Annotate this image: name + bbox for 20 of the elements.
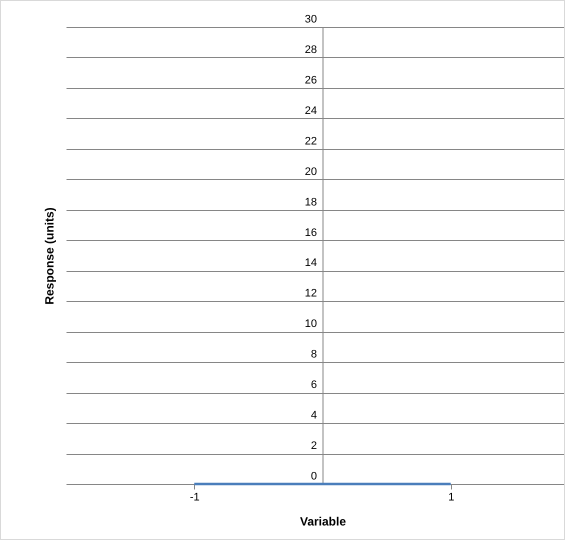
y-tick-label: 26 [304,74,317,86]
x-axis-title: Variable [300,514,346,528]
y-tick-label: 30 [304,14,317,26]
y-tick-label: 4 [310,410,317,422]
y-tick-label: 12 [304,288,317,300]
y-tick-label: 20 [304,166,317,178]
y-tick-label: 14 [304,257,317,270]
x-tick-label: 1 [448,492,454,504]
x-tick-label: -1 [190,492,200,504]
y-tick-label: 10 [304,318,317,330]
y-tick-label: 28 [304,44,317,56]
y-tick-label: 22 [304,135,317,148]
y-tick-label: 18 [304,196,317,208]
y-axis-title: Response (units) [42,207,56,305]
y-tick-label: 16 [304,226,317,239]
y-tick-label: 24 [304,104,317,117]
y-tick-label: 2 [310,440,317,452]
y-tick-label: 8 [310,348,317,361]
y-tick-label: 6 [310,379,317,392]
y-tick-label: 0 [310,470,317,482]
